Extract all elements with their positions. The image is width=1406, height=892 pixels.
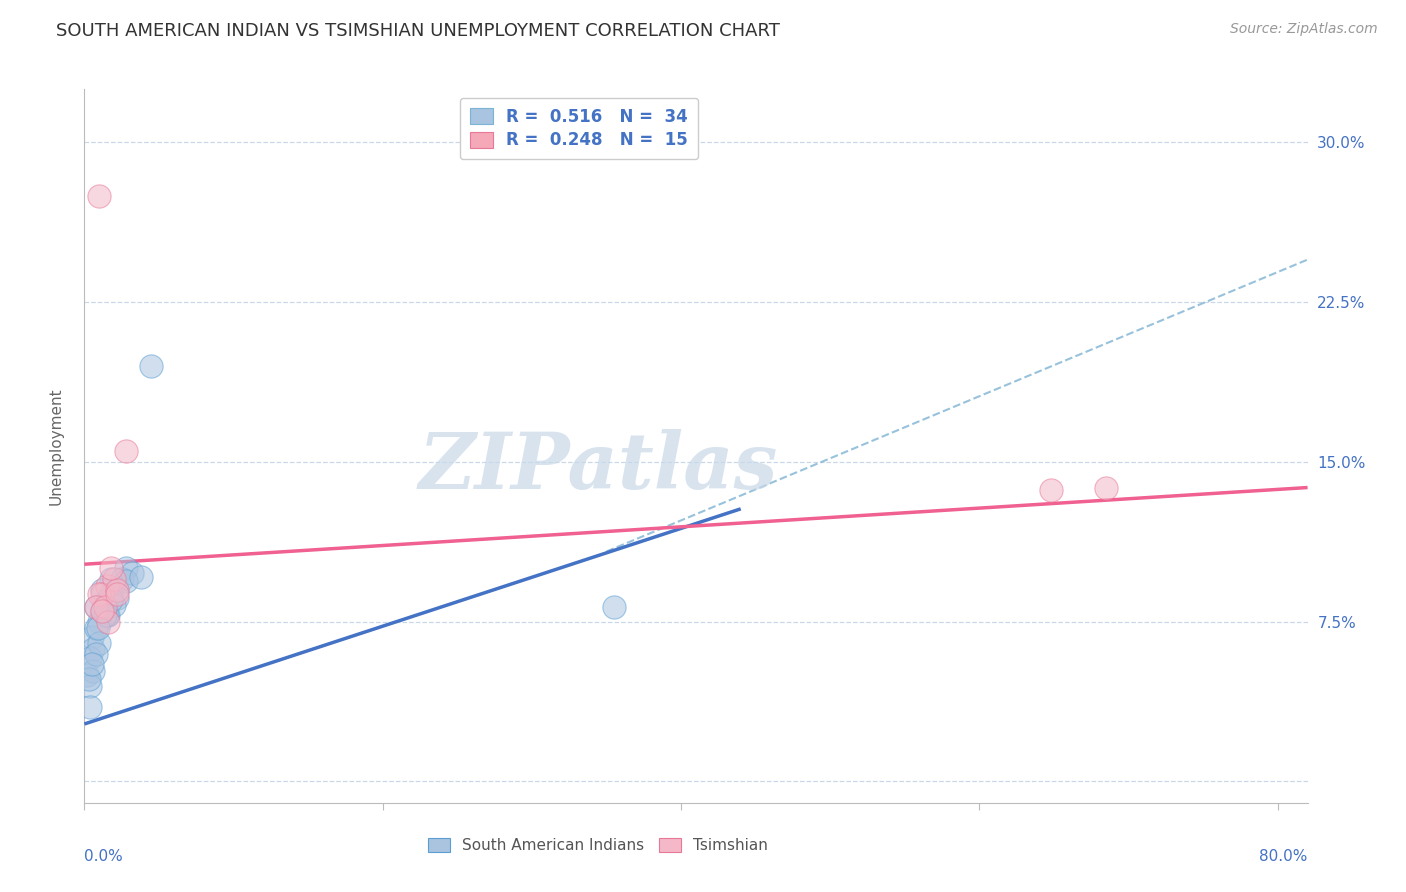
Point xyxy=(77,672,100,686)
Point xyxy=(94,608,117,623)
Point xyxy=(100,572,122,586)
Point xyxy=(91,604,114,618)
Point xyxy=(141,359,163,373)
Text: 80.0%: 80.0% xyxy=(1260,849,1308,864)
Point xyxy=(105,591,128,606)
Point xyxy=(91,587,114,601)
Point xyxy=(115,444,138,458)
Point xyxy=(100,587,122,601)
Point xyxy=(89,636,111,650)
Point xyxy=(82,664,104,678)
Point xyxy=(79,700,101,714)
Point xyxy=(80,630,103,644)
Point xyxy=(79,651,101,665)
Point xyxy=(94,599,117,614)
Point xyxy=(84,599,107,614)
Point xyxy=(91,582,114,597)
Point xyxy=(82,642,104,657)
Point xyxy=(603,599,626,614)
Point xyxy=(96,578,118,592)
Point xyxy=(79,679,101,693)
Point xyxy=(87,621,110,635)
Point xyxy=(100,593,122,607)
Point xyxy=(1040,483,1063,497)
Point xyxy=(84,599,107,614)
Text: Source: ZipAtlas.com: Source: ZipAtlas.com xyxy=(1230,22,1378,37)
Point xyxy=(121,566,143,580)
Point xyxy=(97,615,120,629)
Point xyxy=(115,561,138,575)
Point xyxy=(103,598,125,612)
Point xyxy=(89,615,111,629)
Point xyxy=(103,572,125,586)
Point xyxy=(129,570,152,584)
Y-axis label: Unemployment: Unemployment xyxy=(49,387,63,505)
Text: 0.0%: 0.0% xyxy=(84,849,124,864)
Point xyxy=(105,582,128,597)
Point xyxy=(105,587,128,601)
Point xyxy=(96,593,118,607)
Point xyxy=(89,188,111,202)
Point xyxy=(80,657,103,672)
Text: SOUTH AMERICAN INDIAN VS TSIMSHIAN UNEMPLOYMENT CORRELATION CHART: SOUTH AMERICAN INDIAN VS TSIMSHIAN UNEMP… xyxy=(56,22,780,40)
Point xyxy=(105,582,128,597)
Point xyxy=(100,561,122,575)
Text: ZIPatlas: ZIPatlas xyxy=(419,429,778,506)
Point xyxy=(115,574,138,589)
Point xyxy=(91,604,114,618)
Point xyxy=(96,608,118,623)
Point xyxy=(84,647,107,661)
Point xyxy=(76,668,98,682)
Point xyxy=(111,572,134,586)
Point xyxy=(97,608,120,623)
Point xyxy=(84,621,107,635)
Legend: South American Indians, Tsimshian: South American Indians, Tsimshian xyxy=(422,831,773,859)
Point xyxy=(89,587,111,601)
Point xyxy=(1095,481,1118,495)
